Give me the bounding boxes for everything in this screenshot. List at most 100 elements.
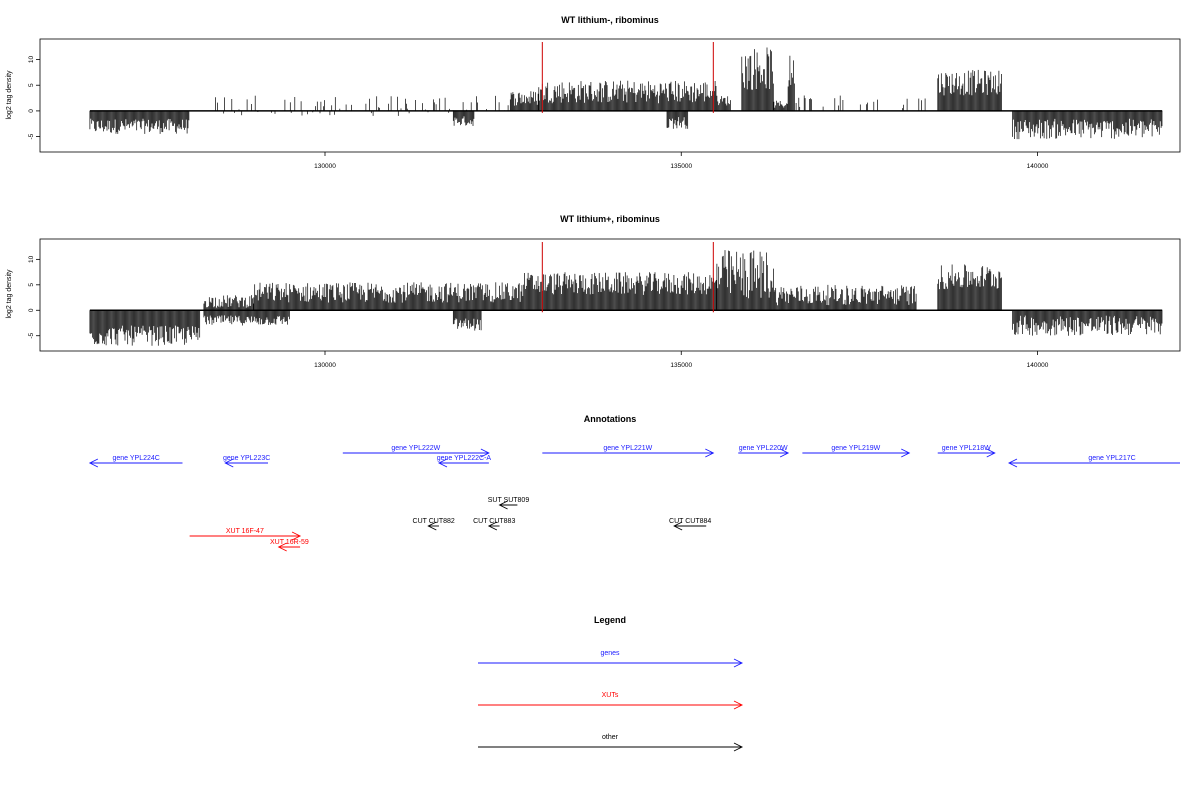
density-region bbox=[509, 91, 539, 111]
feature-label: gene YPL224C bbox=[113, 455, 160, 462]
density-region bbox=[741, 47, 774, 111]
track-panel-lithium-plus: WT lithium+, ribominus log2 tag density … bbox=[6, 214, 1181, 369]
feature-arrow-head bbox=[986, 448, 996, 458]
density-region bbox=[524, 272, 717, 311]
feature-genes: gene YPL221W bbox=[542, 445, 715, 458]
feature-label: SUT SUT809 bbox=[488, 497, 530, 504]
feature-genes: gene YPL217C bbox=[1007, 455, 1180, 468]
density-region bbox=[666, 110, 689, 129]
feature-other: CUT CUT884 bbox=[669, 518, 711, 531]
feature-arrow-head bbox=[88, 458, 99, 468]
feature-label: gene YPL219W bbox=[831, 445, 880, 452]
feature-XUTs: XUT 16R-59 bbox=[270, 539, 309, 552]
feature-arrow-head bbox=[487, 521, 498, 531]
legend-label: XUTs bbox=[602, 692, 619, 699]
feature-arrow-head bbox=[224, 458, 234, 468]
annotations-panel: Annotations gene YPL224C gene YPL223C gene… bbox=[88, 414, 1180, 552]
y-tick-label: -5 bbox=[28, 332, 35, 338]
x-tick-label: 130000 bbox=[314, 362, 336, 369]
feature-genes: gene YPL219W bbox=[802, 445, 911, 458]
legend-item: other bbox=[478, 734, 744, 752]
feature-arrow-head bbox=[480, 448, 490, 458]
density-region bbox=[89, 110, 190, 134]
x-tick-label: 135000 bbox=[670, 163, 692, 170]
feature-other: SUT SUT809 bbox=[488, 497, 530, 510]
feature-genes: gene YPL222W bbox=[342, 445, 490, 458]
feature-label: CUT CUT884 bbox=[669, 518, 711, 525]
feature-arrow-head bbox=[498, 500, 508, 510]
chart-title: WT lithium+, ribominus bbox=[560, 214, 660, 224]
feature-other: CUT CUT883 bbox=[473, 518, 515, 531]
density-region bbox=[773, 100, 788, 111]
feature-label: gene YPL217C bbox=[1088, 455, 1135, 462]
legend-item: XUTs bbox=[478, 692, 744, 710]
density-region bbox=[1012, 110, 1163, 140]
annotations-title: Annotations bbox=[584, 414, 637, 424]
density-region bbox=[859, 98, 926, 111]
y-tick-label: -5 bbox=[28, 133, 35, 139]
feature-label: gene YPL218W bbox=[942, 445, 991, 452]
feature-label: gene YPL222C-A bbox=[437, 455, 492, 462]
feature-other: CUT CUT882 bbox=[413, 518, 455, 531]
feature-arrow-head bbox=[1007, 458, 1018, 468]
legend-panel: Legend genes XUTs other bbox=[478, 615, 744, 752]
density-region bbox=[1012, 310, 1163, 336]
legend-arrow-head bbox=[733, 658, 744, 668]
feature-label: gene YPL221W bbox=[603, 445, 652, 452]
legend-label: genes bbox=[600, 650, 620, 657]
chart-title: WT lithium-, ribominus bbox=[561, 15, 659, 25]
feature-arrow-head bbox=[277, 542, 287, 552]
x-tick-label: 130000 bbox=[314, 163, 336, 170]
density-region bbox=[795, 95, 844, 111]
feature-label: CUT CUT882 bbox=[413, 518, 455, 525]
density-region bbox=[937, 69, 1002, 111]
x-tick-label: 140000 bbox=[1027, 362, 1049, 369]
y-tick-label: 5 bbox=[28, 283, 35, 287]
density-region bbox=[452, 110, 475, 126]
feature-label: XUT 16R-59 bbox=[270, 539, 309, 546]
feature-arrow-head bbox=[673, 521, 683, 531]
legend-arrow-head bbox=[733, 742, 744, 752]
feature-label: CUT CUT883 bbox=[473, 518, 515, 525]
feature-genes: gene YPL220W bbox=[738, 445, 790, 458]
feature-arrow-head bbox=[437, 458, 448, 468]
density-region bbox=[253, 282, 525, 311]
feature-arrow-head bbox=[901, 448, 911, 458]
legend-arrow-head bbox=[733, 700, 744, 710]
y-tick-label: 10 bbox=[28, 255, 35, 263]
y-tick-label: 0 bbox=[28, 308, 35, 312]
density-region bbox=[203, 310, 290, 326]
density-region bbox=[452, 310, 482, 331]
y-tick-label: 5 bbox=[28, 83, 35, 87]
y-axis-label: log2 tag density bbox=[6, 269, 13, 319]
track-panel-lithium-minus: WT lithium-, ribominus log2 tag density … bbox=[6, 15, 1181, 170]
density-region bbox=[203, 295, 254, 311]
legend-item: genes bbox=[478, 650, 744, 668]
density-region bbox=[538, 80, 717, 111]
y-tick-label: 10 bbox=[28, 56, 35, 64]
feature-label: XUT 16F-47 bbox=[226, 528, 264, 535]
feature-genes: gene YPL222C-A bbox=[437, 455, 492, 468]
feature-XUTs: XUT 16F-47 bbox=[189, 528, 302, 541]
feature-genes: gene YPL218W bbox=[937, 445, 996, 458]
density-region bbox=[787, 55, 795, 111]
feature-arrow-head bbox=[779, 448, 790, 458]
plot-frame bbox=[39, 238, 1181, 352]
density-region bbox=[215, 95, 509, 116]
density-region bbox=[89, 310, 201, 346]
feature-arrow-head bbox=[291, 531, 302, 541]
legend-title: Legend bbox=[594, 615, 626, 625]
feature-arrow-head bbox=[705, 448, 715, 458]
y-axis-label: log2 tag density bbox=[6, 70, 13, 120]
density-region bbox=[716, 250, 774, 311]
density-region bbox=[937, 264, 1002, 311]
plot-frame bbox=[39, 38, 1181, 153]
x-tick-label: 135000 bbox=[670, 362, 692, 369]
x-tick-label: 140000 bbox=[1027, 163, 1049, 170]
feature-label: gene YPL222W bbox=[391, 445, 440, 452]
feature-label: gene YPL223C bbox=[223, 455, 270, 462]
feature-genes: gene YPL223C bbox=[223, 455, 270, 468]
feature-genes: gene YPL224C bbox=[88, 455, 183, 468]
feature-label: gene YPL220W bbox=[739, 445, 788, 452]
